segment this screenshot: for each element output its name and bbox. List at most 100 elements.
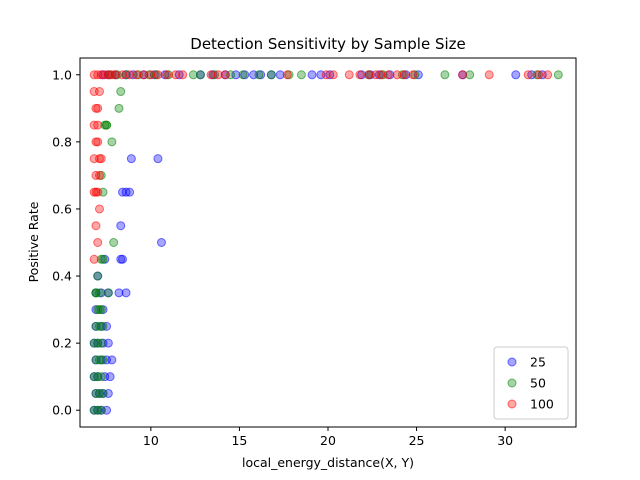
data-point [107, 355, 117, 365]
legend-label: 50 [530, 376, 546, 391]
y-tick-label: 1.0 [52, 67, 72, 82]
data-point [98, 388, 108, 398]
data-point [220, 70, 230, 80]
legend: 25 50 100 [493, 346, 569, 420]
x-tick-label: 30 [497, 433, 513, 448]
y-tick-label: 0.0 [52, 403, 72, 418]
data-point [121, 288, 131, 298]
data-point [89, 87, 99, 97]
data-point [91, 288, 101, 298]
data-point [364, 70, 374, 80]
data-point [188, 70, 198, 80]
data-point [139, 70, 149, 80]
data-point [146, 70, 156, 80]
y-axis-label: Positive Rate [26, 201, 41, 282]
data-point [296, 70, 306, 80]
data-point [321, 70, 331, 80]
data-point [103, 288, 113, 298]
x-tick-label: 10 [143, 433, 159, 448]
data-point [114, 103, 124, 113]
data-point [195, 70, 205, 80]
data-point [91, 221, 101, 231]
data-point [355, 70, 365, 80]
data-point [96, 254, 106, 264]
legend-marker [507, 399, 517, 409]
data-point [266, 70, 276, 80]
y-tick-label: 0.2 [52, 336, 72, 351]
data-point [523, 70, 533, 80]
legend-box [493, 346, 569, 420]
legend-marker [507, 378, 517, 388]
plot-area [89, 70, 563, 415]
data-point [116, 87, 126, 97]
data-point [126, 154, 136, 164]
data-point [98, 321, 108, 331]
data-point [553, 70, 563, 80]
data-point [91, 187, 101, 197]
data-point [153, 70, 163, 80]
data-point [543, 70, 553, 80]
data-point [392, 70, 402, 80]
data-point [162, 70, 172, 80]
data-point [206, 70, 216, 80]
legend-item: 100 [507, 397, 554, 412]
data-point [376, 70, 386, 80]
series-100 [89, 70, 553, 264]
data-point [96, 338, 106, 348]
legend-item: 50 [507, 376, 546, 391]
data-point [254, 70, 264, 80]
legend-label: 25 [530, 355, 546, 370]
data-point [118, 70, 128, 80]
legend-label: 100 [530, 397, 554, 412]
data-point [383, 70, 393, 80]
x-axis: 10 15 20 25 30 [143, 427, 513, 448]
data-point [94, 305, 104, 315]
data-point [328, 70, 338, 80]
data-point [110, 70, 120, 80]
legend-item: 25 [507, 355, 546, 370]
data-point [125, 70, 135, 80]
data-point [282, 70, 292, 80]
data-point [103, 338, 113, 348]
data-point [465, 70, 475, 80]
data-point [156, 238, 166, 247]
x-tick-label: 25 [409, 433, 425, 448]
data-point [109, 238, 119, 247]
data-point [102, 120, 112, 130]
data-point [178, 70, 188, 80]
data-point [98, 355, 108, 365]
data-point [105, 372, 115, 382]
x-axis-label: local_energy_distance(X, Y) [242, 455, 414, 470]
data-point [93, 238, 103, 247]
data-point [89, 254, 99, 264]
y-tick-label: 0.4 [52, 269, 72, 284]
y-axis: 0.0 0.2 0.4 0.6 0.8 1.0 [52, 67, 80, 418]
data-point [213, 70, 223, 80]
y-tick-label: 0.6 [52, 201, 72, 216]
data-point [114, 288, 124, 298]
data-point [534, 70, 544, 80]
data-point [125, 187, 135, 197]
data-point [91, 137, 101, 147]
data-point [96, 154, 106, 164]
data-point [93, 271, 103, 281]
data-point [107, 137, 117, 147]
data-point [408, 70, 418, 80]
data-point [307, 70, 317, 80]
data-point [93, 120, 103, 130]
data-point [440, 70, 450, 80]
legend-marker [507, 357, 517, 367]
data-point [399, 70, 409, 80]
data-point [511, 70, 521, 80]
data-point [132, 70, 142, 80]
data-point [238, 70, 248, 80]
x-tick-label: 20 [320, 433, 336, 448]
y-tick-label: 0.8 [52, 134, 72, 149]
data-point [94, 204, 104, 214]
chart-title: Detection Sensitivity by Sample Size [190, 35, 465, 53]
data-point [96, 372, 106, 382]
data-point [93, 103, 103, 113]
data-point [94, 170, 104, 180]
data-point [484, 70, 494, 80]
